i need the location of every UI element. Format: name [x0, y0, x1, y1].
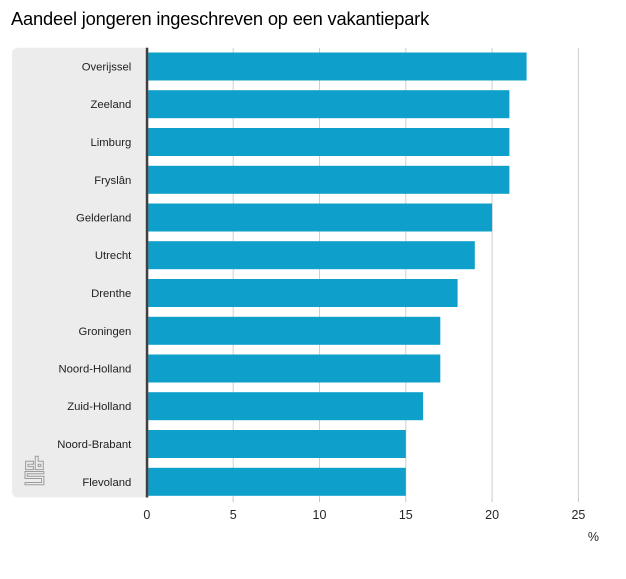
svg-text:5: 5 — [230, 508, 237, 522]
svg-text:Overijssel: Overijssel — [82, 62, 132, 74]
svg-text:Noord-Brabant: Noord-Brabant — [57, 439, 132, 451]
svg-text:Aandeel jongeren ingeschreven: Aandeel jongeren ingeschreven op een vak… — [11, 8, 430, 29]
svg-text:Flevoland: Flevoland — [82, 477, 131, 489]
svg-text:Fryslân: Fryslân — [94, 175, 131, 187]
svg-text:10: 10 — [313, 508, 327, 522]
svg-text:20: 20 — [485, 508, 499, 522]
svg-text:15: 15 — [399, 508, 413, 522]
svg-text:Noord-Holland: Noord-Holland — [58, 364, 131, 376]
svg-text:Groningen: Groningen — [79, 326, 132, 338]
svg-text:0: 0 — [143, 508, 150, 522]
svg-text:Gelderland: Gelderland — [76, 213, 131, 225]
svg-text:Zeeland: Zeeland — [90, 99, 131, 111]
svg-text:Utrecht: Utrecht — [95, 250, 132, 262]
svg-text:25: 25 — [571, 508, 585, 522]
svg-text:Zuid-Holland: Zuid-Holland — [67, 401, 131, 413]
svg-text:Drenthe: Drenthe — [91, 288, 131, 300]
svg-text:%: % — [588, 530, 599, 544]
svg-text:Limburg: Limburg — [90, 137, 131, 149]
